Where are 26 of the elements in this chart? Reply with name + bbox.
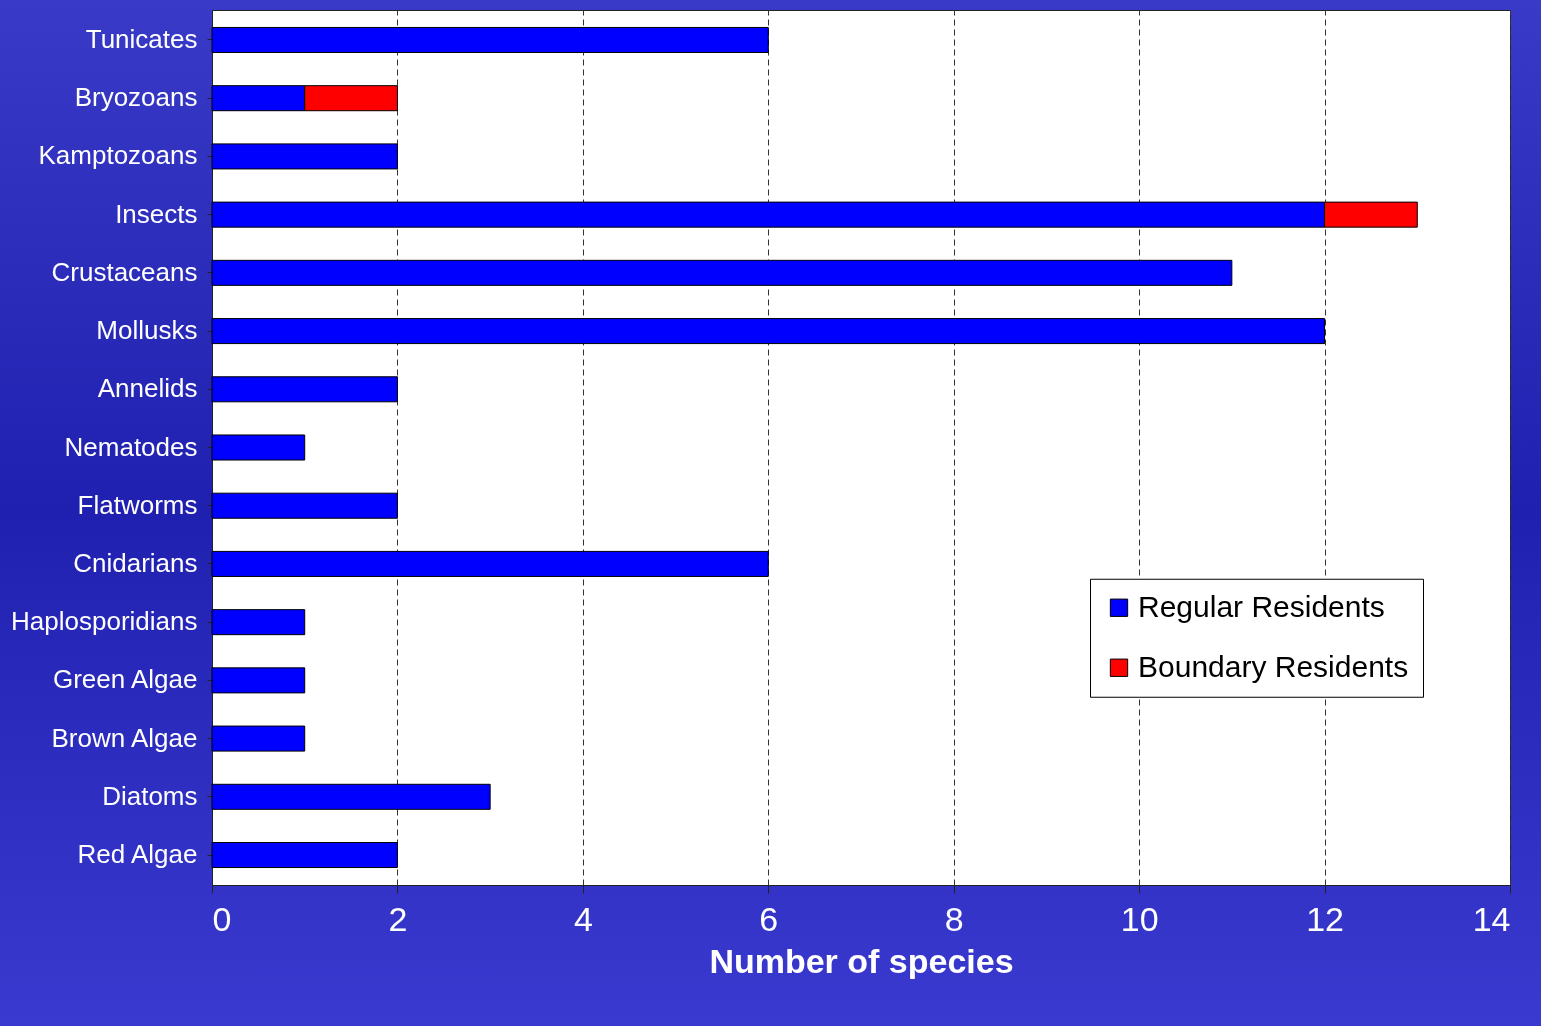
y-tick-label: Haplosporidians	[11, 606, 198, 637]
y-tick-label: Green Algae	[52, 664, 198, 695]
y-tick-label: Cnidarians	[73, 547, 198, 578]
legend-label: Boundary Residents	[1138, 649, 1409, 683]
x-tick-label: 12	[1306, 899, 1344, 938]
y-tick-label: Insects	[115, 198, 198, 229]
y-tick-label: Crustaceans	[51, 256, 198, 287]
x-tick-label: 4	[573, 899, 593, 938]
x-axis-title: Number of species	[709, 941, 1014, 980]
y-tick-label: Nematodes	[64, 431, 198, 462]
y-tick-label: Red Algae	[77, 839, 198, 870]
x-tick-label: 0	[212, 899, 232, 938]
x-tick-label: 2	[388, 899, 408, 938]
y-tick-label: Mollusks	[96, 315, 198, 346]
y-tick-label: Flatworms	[77, 489, 198, 520]
y-tick-label: Annelids	[97, 373, 198, 404]
x-tick-label: 8	[944, 899, 964, 938]
y-tick-label: Kamptozoans	[38, 140, 198, 171]
x-tick-label: 6	[759, 899, 779, 938]
y-tick-label: Bryozoans	[74, 82, 198, 113]
x-tick-label: 10	[1120, 899, 1159, 938]
x-tick-label: 14	[1472, 899, 1511, 938]
y-tick-label: Diatoms	[102, 780, 198, 811]
y-tick-label: Tunicates	[85, 23, 198, 54]
y-tick-label: Brown Algae	[51, 722, 198, 753]
legend-label: Regular Residents	[1138, 589, 1385, 623]
